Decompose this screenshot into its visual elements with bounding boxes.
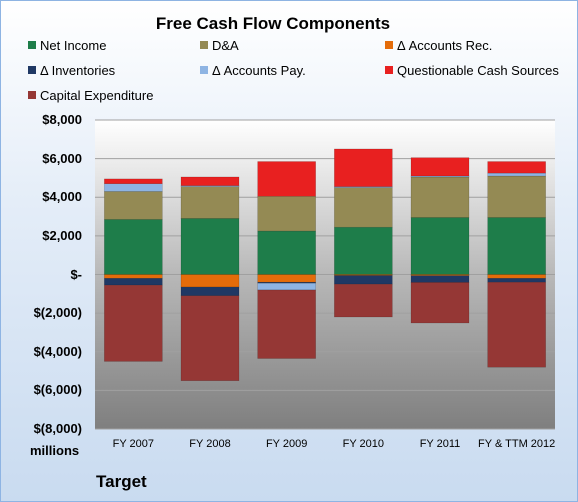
chart-title: Free Cash Flow Components: [155, 14, 391, 33]
bar-segment: [410, 176, 470, 218]
legend-swatch: [28, 41, 36, 49]
bar-segment: [104, 219, 163, 275]
bar-segment: [487, 161, 546, 174]
legend-label: Δ Inventories: [40, 63, 116, 78]
bar-segment: [487, 172, 546, 177]
bar-segment: [410, 157, 470, 177]
legend-swatch: [200, 41, 208, 49]
x-tick-label: FY & TTM 2012: [478, 438, 556, 450]
bar-segment: [334, 275, 393, 285]
bar-segment: [257, 289, 316, 359]
bar-segment: [257, 230, 316, 275]
legend-item: Questionable Cash Sources: [385, 63, 559, 78]
legend-label: Questionable Cash Sources: [397, 63, 559, 78]
legend-swatch: [200, 66, 208, 74]
bar-segment: [487, 175, 546, 218]
bar-segment: [410, 275, 470, 283]
y-tick-label: $(6,000): [33, 382, 82, 398]
bar-segment: [257, 161, 316, 197]
bar-segment: [410, 282, 470, 324]
bar-segment: [180, 286, 240, 296]
legend-label: Capital Expenditure: [40, 88, 154, 103]
bar-segment: [257, 274, 316, 283]
x-tick-label: FY 2010: [342, 438, 385, 450]
bar-segment: [180, 176, 240, 186]
legend-item: D&A: [200, 38, 239, 53]
bar-segment: [257, 282, 316, 291]
legend-item: Net Income: [28, 38, 106, 53]
bar-segment: [104, 178, 163, 184]
bar-segment: [487, 274, 546, 279]
y-tick-label: $2,000: [42, 227, 82, 243]
y-tick-label: $-: [70, 266, 82, 282]
units-label: millions: [30, 443, 80, 458]
x-tick-label: FY 2011: [419, 438, 461, 450]
bar-segment: [334, 226, 393, 275]
company-label: Target: [96, 472, 147, 491]
legend-swatch: [385, 66, 393, 74]
legend-item: Δ Accounts Pay.: [200, 63, 306, 78]
x-tick-label: FY 2008: [189, 438, 231, 450]
bar-segment: [104, 183, 163, 192]
bar-segment: [180, 218, 240, 275]
legend-item: Capital Expenditure: [28, 88, 153, 103]
bar-segment: [334, 283, 393, 318]
bar-segment: [104, 284, 163, 362]
legend-swatch: [28, 66, 36, 74]
y-tick-label: $(2,000): [33, 305, 82, 321]
x-tick-label: FY 2009: [265, 438, 308, 450]
y-tick-label: $6,000: [42, 150, 82, 166]
bar-segment: [487, 217, 546, 275]
legend-item: Δ Accounts Rec.: [385, 38, 492, 53]
bar-segment: [180, 186, 240, 219]
bar-segment: [104, 274, 163, 279]
bar-segment: [257, 196, 316, 232]
legend-label: Δ Accounts Pay.: [212, 63, 306, 78]
y-tick-label: $(8,000): [33, 421, 82, 436]
bar-segment: [180, 295, 240, 381]
x-tick-label: FY 2007: [112, 438, 155, 450]
bar-segment: [334, 148, 393, 187]
legend-item: Δ Inventories: [28, 63, 115, 78]
bar-segment: [334, 187, 393, 228]
legend-label: Net Income: [40, 38, 107, 53]
y-tick-label: $8,000: [42, 112, 82, 127]
bar-segment: [104, 278, 163, 286]
bar-segment: [487, 281, 546, 368]
legend-swatch: [28, 91, 36, 99]
y-tick-label: $(4,000): [33, 343, 82, 359]
legend-label: D&A: [212, 38, 239, 53]
bar-segment: [487, 278, 546, 283]
bar-segment: [180, 274, 240, 288]
legend-label: Δ Accounts Rec.: [397, 38, 493, 53]
legend-swatch: [385, 41, 393, 49]
bar-segment: [104, 191, 163, 220]
bar-segment: [410, 217, 470, 275]
y-tick-label: $4,000: [42, 189, 82, 205]
